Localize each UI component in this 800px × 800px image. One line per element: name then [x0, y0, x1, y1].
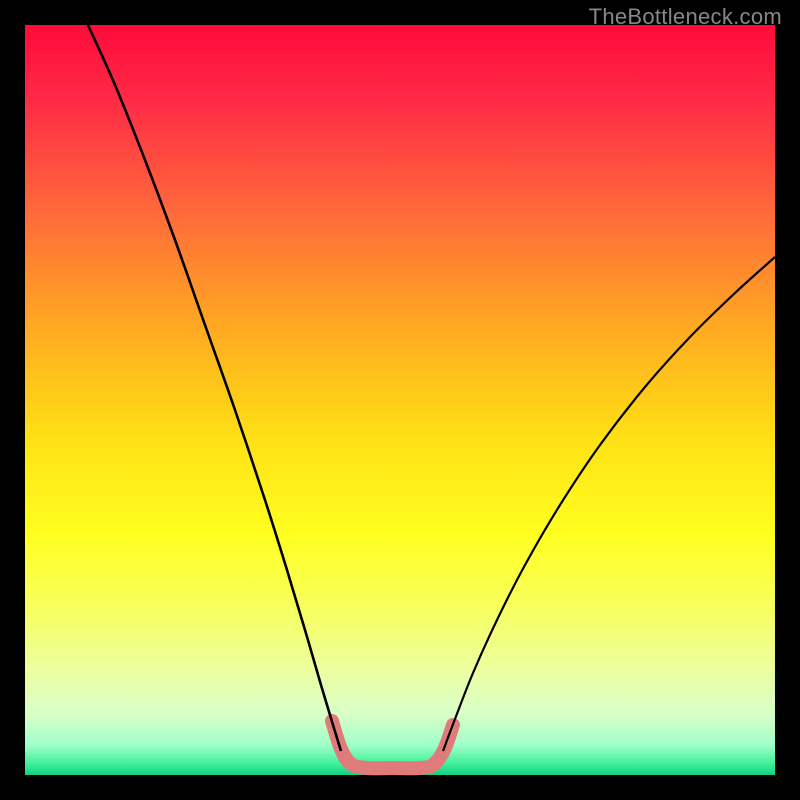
curves-layer: [25, 25, 775, 775]
marker-band: [332, 721, 453, 768]
curve-left: [88, 25, 341, 751]
plot-area: [25, 25, 775, 775]
watermark-text: TheBottleneck.com: [589, 4, 782, 30]
curve-right: [443, 257, 775, 751]
